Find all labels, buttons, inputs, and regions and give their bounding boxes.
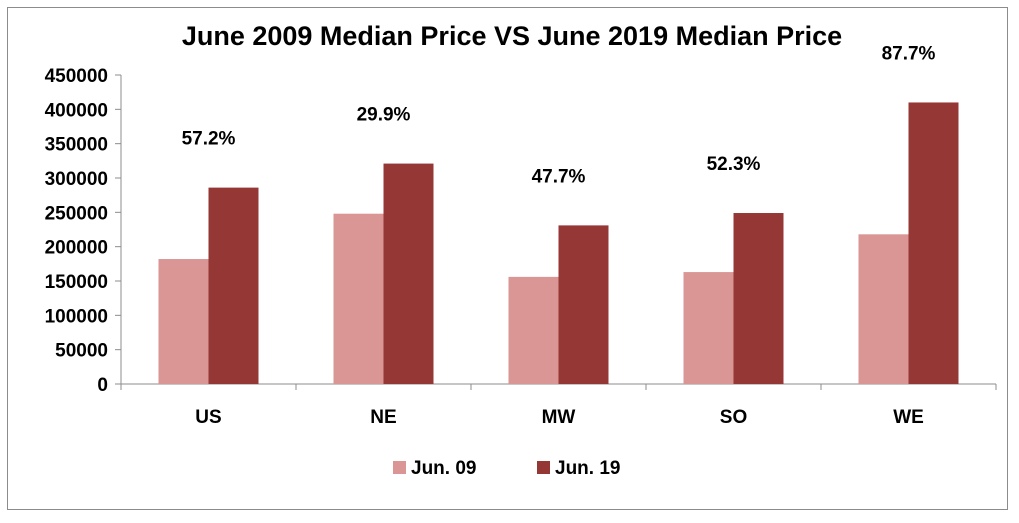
y-tick-label: 300000: [45, 169, 108, 190]
legend-label: Jun. 09: [411, 458, 476, 479]
x-category-label: US: [195, 407, 221, 428]
bar-so-jun19: [733, 213, 784, 384]
chart-title: June 2009 Median Price VS June 2019 Medi…: [182, 21, 842, 51]
x-category-label: MW: [542, 407, 576, 428]
legend-swatch-jun09: [393, 461, 406, 474]
legend: Jun. 09 Jun. 19: [393, 458, 620, 479]
y-tick-label: 250000: [45, 203, 108, 224]
y-tick-label: 0: [97, 375, 108, 396]
y-tick-label: 50000: [55, 341, 108, 362]
bar-mw-jun19: [558, 225, 609, 384]
percent-change-label: 87.7%: [882, 43, 936, 64]
bar-we-jun09: [858, 234, 909, 384]
legend-label: Jun. 19: [555, 458, 620, 479]
x-category-label: WE: [893, 407, 924, 428]
y-tick-label: 350000: [45, 135, 108, 156]
bar-group: [120, 102, 997, 390]
y-tick-group: 0 50000 100000 150000 200000 250000 300000 3500…: [45, 66, 121, 396]
bar-mw-jun09: [508, 276, 559, 384]
bar-us-jun09: [158, 259, 209, 384]
bar-us-jun19: [208, 187, 259, 384]
category-label-group: US NE MW SO WE: [195, 407, 924, 428]
legend-swatch-jun19: [537, 461, 550, 474]
y-tick-label: 100000: [45, 306, 108, 327]
y-tick-label: 150000: [45, 272, 108, 293]
bar-ne-jun19: [383, 163, 434, 384]
percent-change-label: 52.3%: [707, 154, 761, 175]
y-tick-label: 450000: [45, 66, 108, 87]
x-category-label: NE: [370, 407, 396, 428]
percent-change-label: 29.9%: [357, 105, 411, 126]
bar-we-jun19: [908, 102, 959, 384]
x-category-label: SO: [720, 407, 747, 428]
annotation-group: 57.2% 29.9% 47.7% 52.3% 87.7%: [182, 43, 936, 187]
bar-so-jun09: [683, 272, 734, 384]
chart-frame: [7, 7, 1008, 510]
y-tick-label: 400000: [45, 100, 108, 121]
percent-change-label: 47.7%: [532, 166, 586, 187]
percent-change-label: 57.2%: [182, 129, 236, 150]
bar-ne-jun09: [333, 213, 384, 384]
y-tick-label: 200000: [45, 238, 108, 259]
